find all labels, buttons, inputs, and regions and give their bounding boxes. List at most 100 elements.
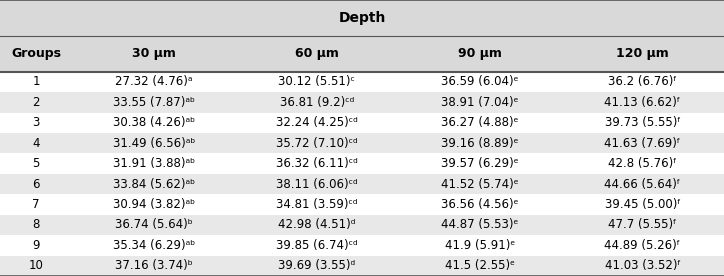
Bar — [72, 174, 235, 194]
Bar — [398, 36, 561, 72]
Bar — [398, 256, 561, 276]
Text: 2: 2 — [33, 96, 40, 109]
Text: 42.8 (5.76)ᶠ: 42.8 (5.76)ᶠ — [608, 157, 677, 170]
Bar — [235, 72, 398, 92]
Text: 31.49 (6.56)ᵃᵇ: 31.49 (6.56)ᵃᵇ — [113, 137, 195, 150]
Text: 8: 8 — [33, 218, 40, 232]
Text: 33.55 (7.87)ᵃᵇ: 33.55 (7.87)ᵃᵇ — [113, 96, 195, 109]
Text: 41.03 (3.52)ᶠ: 41.03 (3.52)ᶠ — [605, 259, 681, 272]
Bar — [0, 194, 72, 215]
Text: 4: 4 — [33, 137, 40, 150]
Text: 39.16 (8.89)ᵉ: 39.16 (8.89)ᵉ — [441, 137, 518, 150]
Text: 10: 10 — [29, 259, 43, 272]
Bar — [561, 194, 724, 215]
Bar — [235, 235, 398, 256]
Bar — [0, 133, 72, 153]
Bar — [72, 194, 235, 215]
Text: 38.91 (7.04)ᵉ: 38.91 (7.04)ᵉ — [441, 96, 518, 109]
Bar — [72, 133, 235, 153]
Text: 41.5 (2.55)ᵉ: 41.5 (2.55)ᵉ — [445, 259, 515, 272]
Text: 36.59 (6.04)ᵉ: 36.59 (6.04)ᵉ — [441, 75, 518, 89]
Text: 34.81 (3.59)ᶜᵈ: 34.81 (3.59)ᶜᵈ — [276, 198, 358, 211]
Bar — [398, 174, 561, 194]
Bar — [561, 215, 724, 235]
Text: 39.57 (6.29)ᵉ: 39.57 (6.29)ᵉ — [441, 157, 518, 170]
Bar — [561, 153, 724, 174]
Bar — [398, 92, 561, 113]
Bar — [235, 113, 398, 133]
Bar — [0, 72, 72, 92]
Bar — [561, 256, 724, 276]
Text: 90 μm: 90 μm — [458, 47, 502, 60]
Text: 44.66 (5.64)ᶠ: 44.66 (5.64)ᶠ — [605, 177, 681, 191]
Text: 44.89 (5.26)ᶠ: 44.89 (5.26)ᶠ — [605, 239, 681, 252]
Text: 41.63 (7.69)ᶠ: 41.63 (7.69)ᶠ — [605, 137, 681, 150]
Text: 3: 3 — [33, 116, 40, 129]
Text: 27.32 (4.76)ᵃ: 27.32 (4.76)ᵃ — [115, 75, 193, 89]
Bar — [398, 133, 561, 153]
Text: 39.69 (3.55)ᵈ: 39.69 (3.55)ᵈ — [278, 259, 355, 272]
Text: 39.85 (6.74)ᶜᵈ: 39.85 (6.74)ᶜᵈ — [276, 239, 358, 252]
Bar — [0, 153, 72, 174]
Text: 36.27 (4.88)ᵉ: 36.27 (4.88)ᵉ — [441, 116, 518, 129]
Bar — [561, 174, 724, 194]
Text: 30.12 (5.51)ᶜ: 30.12 (5.51)ᶜ — [278, 75, 355, 89]
Bar — [561, 72, 724, 92]
Text: 33.84 (5.62)ᵃᵇ: 33.84 (5.62)ᵃᵇ — [113, 177, 195, 191]
Text: 44.87 (5.53)ᵉ: 44.87 (5.53)ᵉ — [441, 218, 518, 232]
Text: 30.38 (4.26)ᵃᵇ: 30.38 (4.26)ᵃᵇ — [113, 116, 195, 129]
Bar — [561, 133, 724, 153]
Text: 42.98 (4.51)ᵈ: 42.98 (4.51)ᵈ — [278, 218, 355, 232]
Text: 1: 1 — [33, 75, 40, 89]
Text: 41.13 (6.62)ᶠ: 41.13 (6.62)ᶠ — [605, 96, 681, 109]
Bar — [235, 174, 398, 194]
Bar — [561, 92, 724, 113]
Bar — [235, 36, 398, 72]
Bar — [0, 256, 72, 276]
Text: 35.72 (7.10)ᶜᵈ: 35.72 (7.10)ᶜᵈ — [276, 137, 358, 150]
Bar — [561, 36, 724, 72]
Bar — [0, 113, 72, 133]
Bar — [398, 235, 561, 256]
Bar — [72, 72, 235, 92]
Text: 39.45 (5.00)ᶠ: 39.45 (5.00)ᶠ — [605, 198, 681, 211]
Bar — [72, 235, 235, 256]
Bar — [235, 215, 398, 235]
Text: 36.74 (5.64)ᵇ: 36.74 (5.64)ᵇ — [115, 218, 193, 232]
Text: 5: 5 — [33, 157, 40, 170]
Bar — [398, 215, 561, 235]
Text: 31.91 (3.88)ᵃᵇ: 31.91 (3.88)ᵃᵇ — [113, 157, 195, 170]
Text: 7: 7 — [33, 198, 40, 211]
Text: 36.2 (6.76)ᶠ: 36.2 (6.76)ᶠ — [608, 75, 677, 89]
Bar — [0, 0, 724, 36]
Bar — [72, 92, 235, 113]
Text: 32.24 (4.25)ᶜᵈ: 32.24 (4.25)ᶜᵈ — [276, 116, 358, 129]
Bar — [398, 153, 561, 174]
Bar — [398, 72, 561, 92]
Text: 41.9 (5.91)ᵉ: 41.9 (5.91)ᵉ — [445, 239, 515, 252]
Bar — [72, 113, 235, 133]
Bar — [235, 194, 398, 215]
Text: 36.56 (4.56)ᵉ: 36.56 (4.56)ᵉ — [441, 198, 518, 211]
Bar — [72, 153, 235, 174]
Text: 36.81 (9.2)ᶜᵈ: 36.81 (9.2)ᶜᵈ — [279, 96, 354, 109]
Text: 30.94 (3.82)ᵃᵇ: 30.94 (3.82)ᵃᵇ — [113, 198, 195, 211]
Bar — [398, 113, 561, 133]
Text: 6: 6 — [33, 177, 40, 191]
Text: 47.7 (5.55)ᶠ: 47.7 (5.55)ᶠ — [608, 218, 677, 232]
Bar — [235, 256, 398, 276]
Text: 9: 9 — [33, 239, 40, 252]
Text: 60 μm: 60 μm — [295, 47, 339, 60]
Bar — [235, 92, 398, 113]
Bar — [0, 36, 72, 72]
Bar — [235, 133, 398, 153]
Text: 38.11 (6.06)ᶜᵈ: 38.11 (6.06)ᶜᵈ — [276, 177, 358, 191]
Bar — [398, 194, 561, 215]
Text: 30 μm: 30 μm — [132, 47, 176, 60]
Bar — [561, 235, 724, 256]
Bar — [0, 235, 72, 256]
Text: Depth: Depth — [338, 11, 386, 25]
Bar — [235, 153, 398, 174]
Text: 120 μm: 120 μm — [616, 47, 669, 60]
Text: 37.16 (3.74)ᵇ: 37.16 (3.74)ᵇ — [115, 259, 193, 272]
